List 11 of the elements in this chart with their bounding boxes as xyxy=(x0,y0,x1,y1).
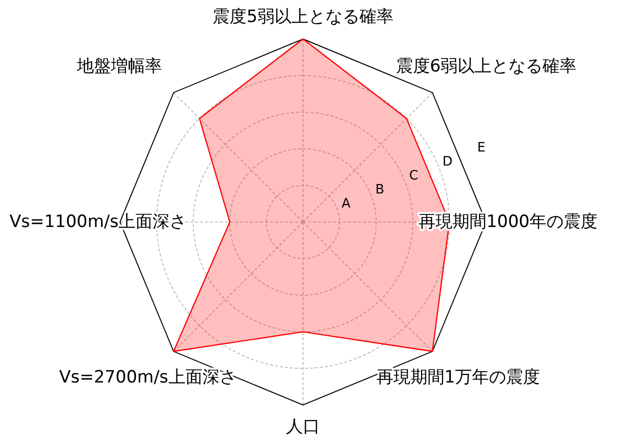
spoke-label: 地盤増幅率 xyxy=(76,56,162,77)
y-tick-label: E xyxy=(477,140,486,156)
spoke-label: 再現期間1万年の震度 xyxy=(376,367,540,388)
y-tick-label: B xyxy=(375,182,384,198)
spoke-label: Vs=2700m/s上面深さ xyxy=(59,367,236,388)
spoke-label: 人口 xyxy=(286,416,320,437)
spoke-label: 震度6弱以上となる確率 xyxy=(396,56,577,77)
spoke-label: 震度5弱以上となる確率 xyxy=(212,7,394,28)
y-tick-label: A xyxy=(342,196,351,212)
y-tick-label: C xyxy=(409,168,418,184)
y-tick-label: D xyxy=(442,154,453,170)
